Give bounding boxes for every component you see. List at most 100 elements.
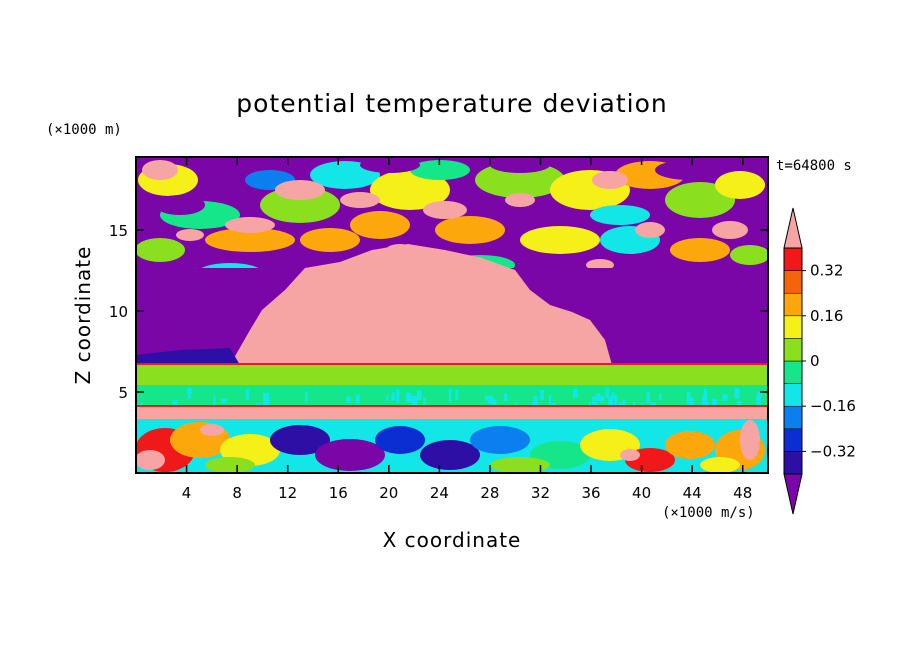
contour-region bbox=[205, 457, 255, 473]
contour-region bbox=[136, 450, 165, 470]
contour-region bbox=[315, 439, 385, 471]
colorbar-extend-max bbox=[783, 207, 803, 249]
contour-region bbox=[730, 245, 768, 265]
contour-speck bbox=[703, 388, 708, 397]
colorbar-bin bbox=[783, 247, 803, 271]
contour-speck bbox=[702, 395, 708, 406]
colorbar-bin bbox=[783, 338, 803, 362]
y-axis-label: Z coordinate bbox=[71, 246, 95, 385]
contour-region bbox=[270, 425, 330, 455]
contour-speck bbox=[605, 388, 609, 398]
y-tick-label: 5 bbox=[118, 384, 128, 402]
contour-speck bbox=[405, 392, 412, 403]
contour-region bbox=[155, 195, 205, 215]
contour-speck bbox=[532, 401, 538, 408]
colorbar-bin bbox=[783, 292, 803, 317]
contour-speck bbox=[448, 388, 452, 402]
contour-speck bbox=[734, 388, 740, 399]
contour-speck bbox=[188, 394, 191, 400]
contour-band bbox=[136, 407, 768, 419]
contour-speck bbox=[540, 390, 545, 400]
colorbar-tick-label: 0.32 bbox=[810, 262, 843, 280]
contour-speck bbox=[355, 394, 360, 404]
contour-region bbox=[205, 228, 295, 252]
contour-speck bbox=[346, 396, 351, 403]
contour-region bbox=[275, 180, 325, 200]
contour-speck bbox=[391, 392, 395, 401]
contour-speck bbox=[757, 391, 763, 397]
contour-speck bbox=[548, 394, 552, 407]
x-tick-label: 16 bbox=[329, 484, 348, 502]
contour-speck bbox=[265, 398, 269, 408]
contour-region bbox=[715, 171, 765, 199]
contour-speck bbox=[213, 395, 216, 409]
contour-speck bbox=[611, 392, 614, 399]
contour-speck bbox=[245, 389, 249, 400]
contour-speck bbox=[416, 390, 422, 400]
colorbar-bin bbox=[783, 428, 803, 452]
contour-region bbox=[142, 160, 178, 180]
contour-speck bbox=[712, 399, 717, 409]
x-tick-label: 24 bbox=[430, 484, 449, 502]
contour-speck bbox=[411, 395, 418, 410]
contour-speck bbox=[614, 394, 618, 406]
colorbar-bin bbox=[783, 315, 803, 339]
field-shapes bbox=[136, 157, 768, 473]
colorbar-tick-label: −0.16 bbox=[810, 397, 856, 415]
contour-region bbox=[505, 193, 535, 207]
x-tick-label: 36 bbox=[581, 484, 600, 502]
contour-speck bbox=[484, 395, 491, 401]
contour-region bbox=[300, 228, 360, 252]
colorbar-tick-label: −0.32 bbox=[810, 442, 856, 460]
colorbar-bin bbox=[783, 451, 803, 475]
contour-speck bbox=[608, 396, 613, 408]
colorbar-extend-min bbox=[783, 473, 803, 515]
contour-speck bbox=[686, 394, 690, 403]
colorbar-bin bbox=[783, 360, 803, 384]
y-unit-label: (×1000 m) bbox=[46, 122, 122, 138]
x-tick-label: 32 bbox=[531, 484, 550, 502]
contour-region bbox=[136, 348, 240, 365]
contour-region bbox=[740, 420, 760, 460]
contour-speck bbox=[455, 389, 459, 400]
contour-speck bbox=[187, 388, 192, 395]
contour-region bbox=[670, 238, 730, 262]
contour-speck bbox=[396, 389, 400, 403]
contour-speck bbox=[189, 389, 193, 394]
x-tick-label: 20 bbox=[379, 484, 398, 502]
contour-band bbox=[136, 363, 768, 365]
contour-region bbox=[435, 216, 505, 244]
contour-speck bbox=[722, 394, 728, 401]
contour-speck bbox=[423, 397, 426, 411]
contour-speck bbox=[659, 393, 662, 401]
contour-region bbox=[423, 201, 467, 219]
contour-speck bbox=[595, 393, 601, 402]
x-unit-label: (×1000 m/s) bbox=[662, 505, 755, 521]
contour-speck bbox=[599, 395, 605, 403]
contour-region bbox=[620, 449, 640, 461]
heatmap-field bbox=[136, 157, 768, 473]
time-label: t=64800 s bbox=[776, 158, 852, 174]
contour-region bbox=[475, 162, 565, 198]
contour-region bbox=[665, 431, 715, 459]
colorbar-tick-label: 0.16 bbox=[810, 307, 843, 325]
contour-region bbox=[370, 170, 450, 210]
contour-speck bbox=[756, 394, 761, 407]
plot-frame bbox=[135, 156, 769, 474]
contour-region bbox=[200, 424, 224, 436]
contour-region bbox=[655, 160, 725, 180]
x-tick-label: 44 bbox=[683, 484, 702, 502]
contour-speck bbox=[491, 399, 497, 410]
x-axis: 4 8 12 16 20 24 28 32 36 40 44 48 bbox=[182, 157, 752, 502]
contour-region bbox=[410, 160, 470, 180]
x-tick-label: 4 bbox=[182, 484, 192, 502]
contour-speck bbox=[305, 391, 308, 402]
contour-band bbox=[136, 385, 768, 407]
colorbar-bin bbox=[783, 383, 803, 407]
colorbar-tick-label: 0 bbox=[810, 352, 820, 370]
contour-region bbox=[176, 229, 204, 241]
contour-region bbox=[136, 238, 185, 262]
contour-region bbox=[340, 192, 380, 208]
x-tick-label: 28 bbox=[480, 484, 499, 502]
contour-speck bbox=[646, 391, 650, 403]
